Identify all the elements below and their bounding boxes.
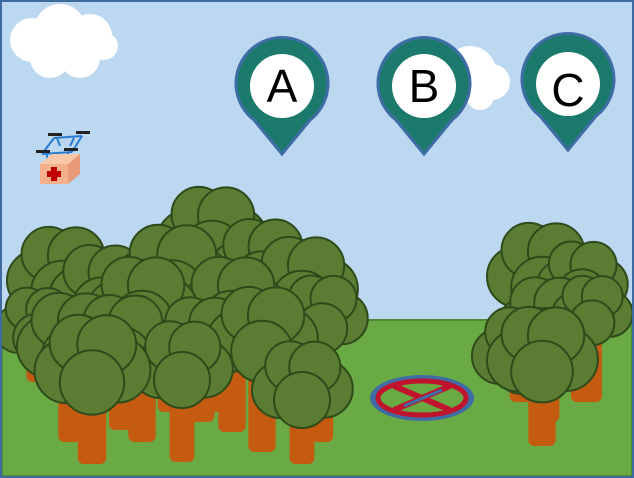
forest: [2, 185, 632, 464]
drone-with-medical-kit-icon: [36, 131, 90, 184]
marker-label: C: [551, 64, 584, 116]
location-marker-b[interactable]: B: [376, 36, 472, 157]
tree-canopy: [153, 351, 211, 409]
marker-label: B: [409, 60, 440, 112]
tree-canopy: [273, 371, 331, 429]
cloud-icon: [10, 4, 118, 78]
location-marker-c[interactable]: C: [520, 32, 616, 153]
marker-label: A: [267, 60, 298, 112]
crossed-out-landing-pad-icon: [370, 375, 474, 421]
location-marker-a[interactable]: A: [234, 36, 330, 157]
tree-icon: [251, 340, 354, 464]
tree-icon: [486, 305, 599, 446]
tree-icon: [33, 313, 152, 464]
tree-canopy: [510, 339, 574, 404]
tree-icon: [131, 320, 234, 462]
tree-canopy: [58, 349, 126, 416]
